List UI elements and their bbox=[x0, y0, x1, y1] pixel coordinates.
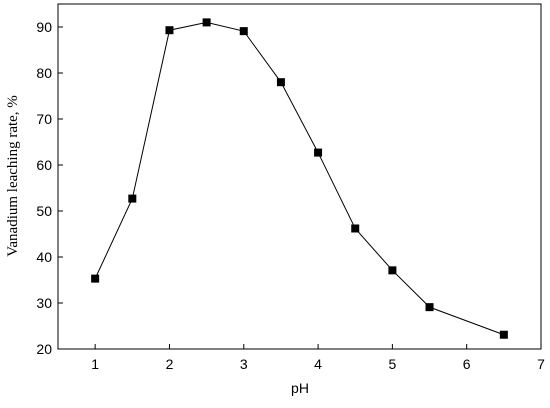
data-point bbox=[165, 26, 174, 35]
y-tick-label: 90 bbox=[36, 19, 52, 35]
x-tick-label: 4 bbox=[314, 356, 322, 372]
data-point bbox=[276, 78, 285, 87]
data-point bbox=[425, 303, 434, 312]
data-point bbox=[314, 148, 323, 157]
x-tick-label: 7 bbox=[537, 356, 545, 372]
data-point bbox=[499, 330, 508, 339]
data-point bbox=[388, 266, 397, 275]
x-tick-label: 5 bbox=[388, 356, 396, 372]
x-tick-label: 1 bbox=[91, 356, 99, 372]
data-point bbox=[91, 274, 100, 283]
y-tick-label: 70 bbox=[36, 111, 52, 127]
x-tick-label: 3 bbox=[240, 356, 248, 372]
data-line bbox=[94, 21, 505, 336]
y-tick-label: 80 bbox=[36, 65, 52, 81]
x-tick-label: 6 bbox=[463, 356, 471, 372]
data-point bbox=[128, 194, 137, 203]
data-point bbox=[351, 224, 360, 233]
data-point bbox=[239, 27, 248, 36]
y-tick-label: 60 bbox=[36, 157, 52, 173]
y-tick-label: 30 bbox=[36, 295, 52, 311]
plot-frame bbox=[57, 3, 542, 350]
y-tick-label: 40 bbox=[36, 249, 52, 265]
data-point bbox=[202, 18, 211, 27]
y-axis-label: Vanadium leaching rate, % bbox=[5, 95, 21, 257]
y-tick-label: 20 bbox=[36, 341, 52, 357]
y-tick-label: 50 bbox=[36, 203, 52, 219]
x-axis-label: pH bbox=[291, 380, 309, 396]
x-tick-label: 2 bbox=[166, 356, 174, 372]
